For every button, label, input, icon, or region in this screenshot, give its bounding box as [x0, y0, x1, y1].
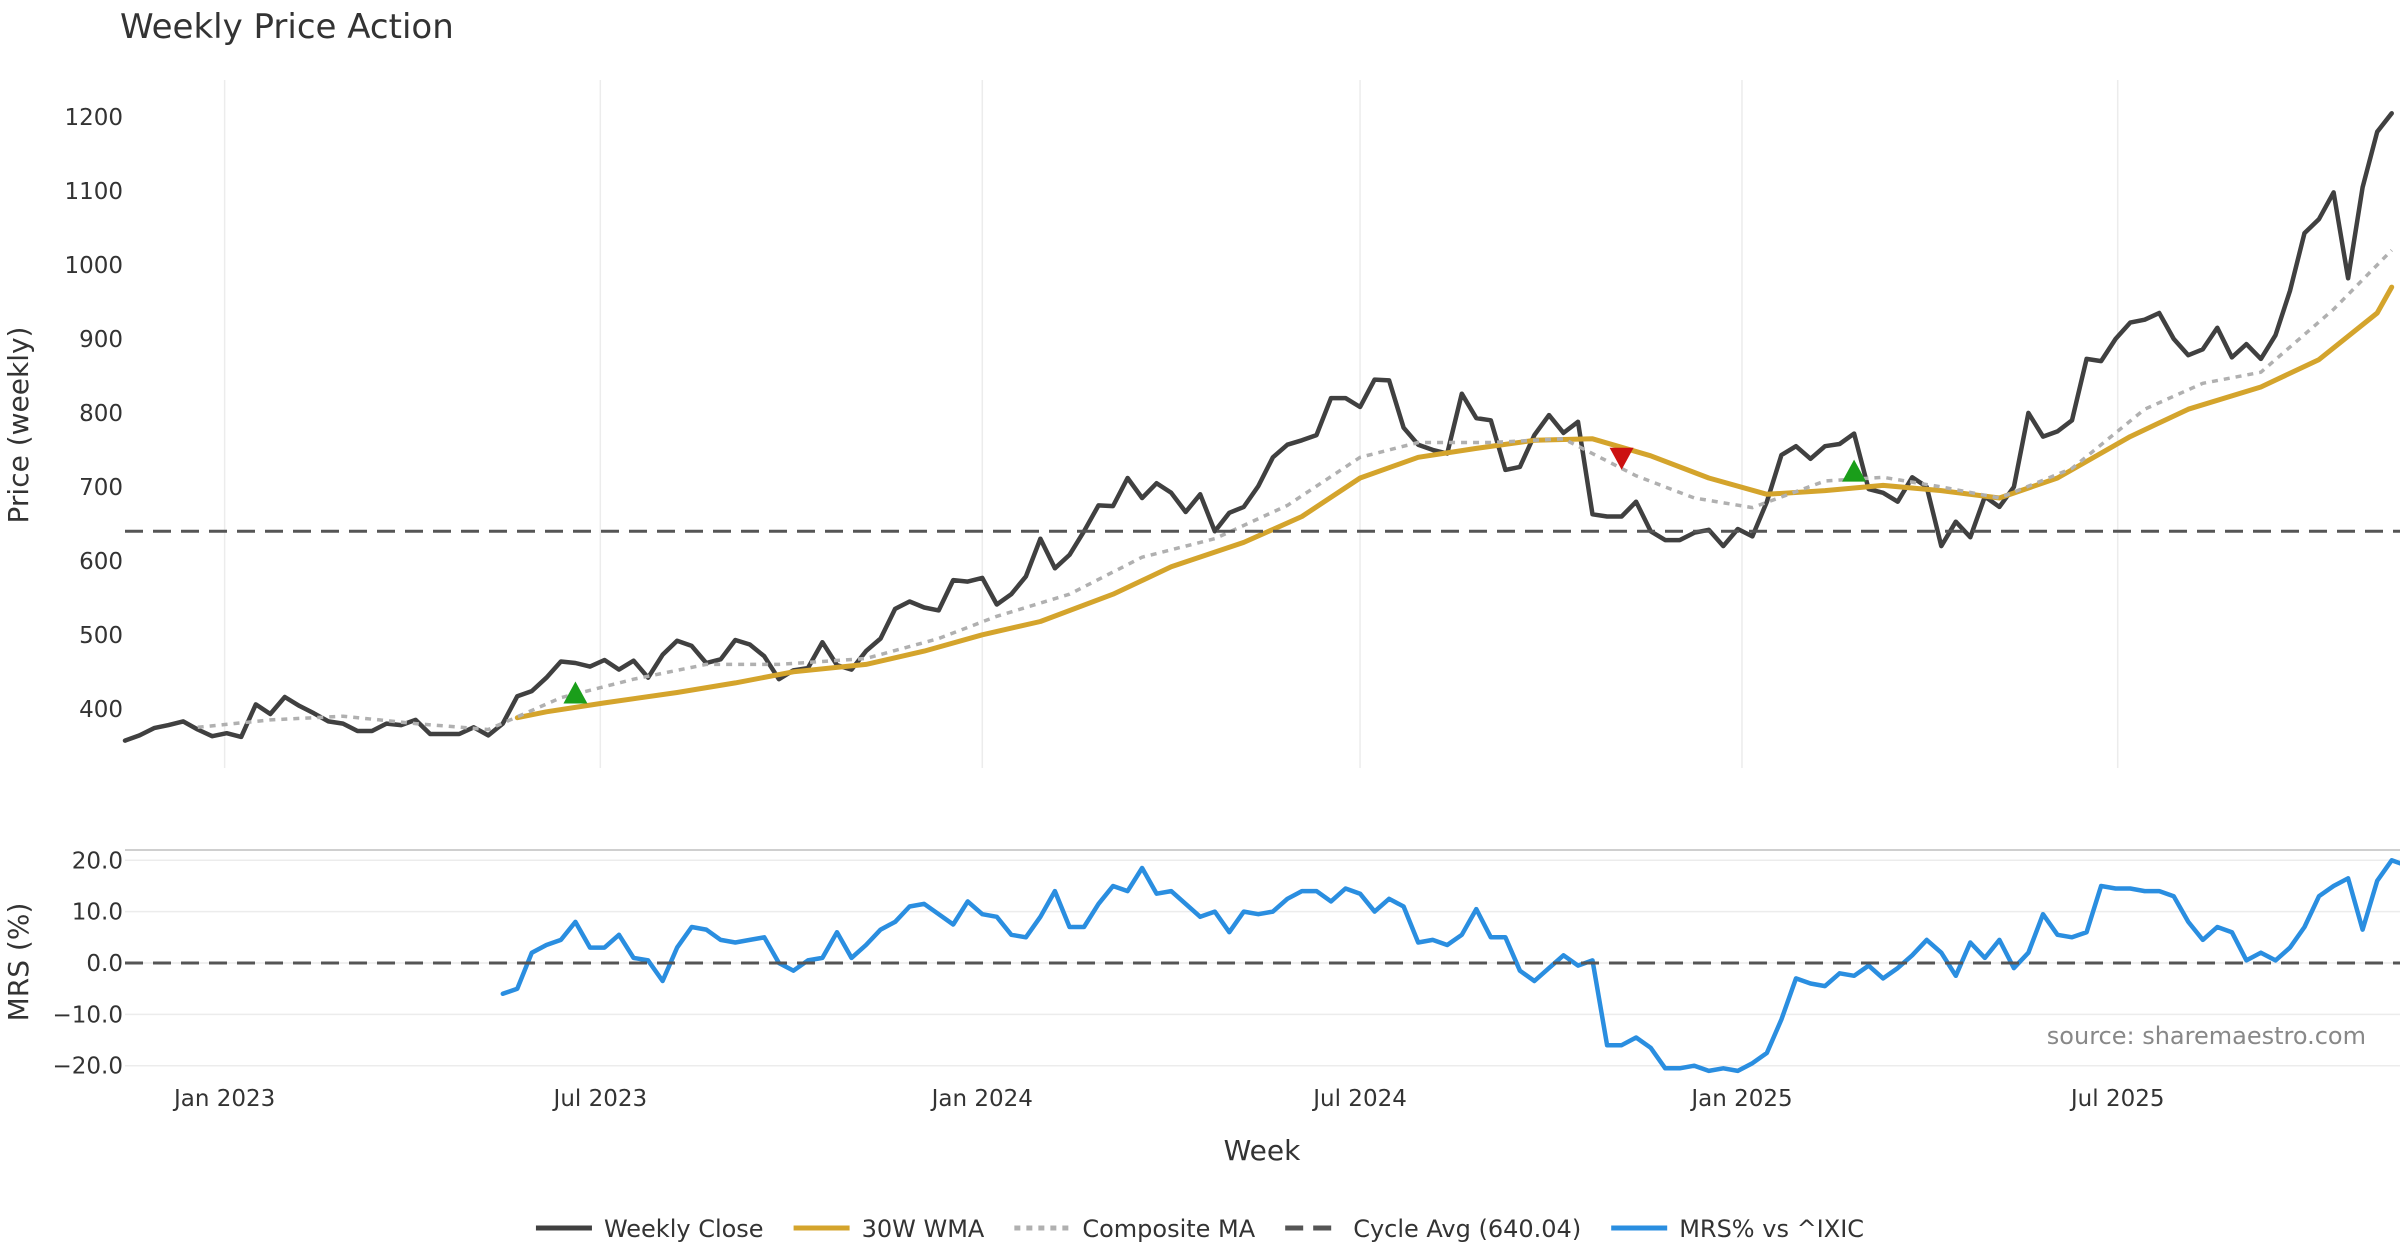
legend-label-30w-wma: 30W WMA: [862, 1215, 985, 1243]
legend-label-mrs-vs-ixic: MRS% vs ^IXIC: [1679, 1215, 1864, 1243]
x-tick-label: Jan 2025: [1689, 1086, 1792, 1112]
x-tick-label: Jul 2023: [552, 1086, 648, 1112]
chart-title: Weekly Price Action: [120, 7, 454, 47]
x-tick-label: Jan 2024: [930, 1086, 1033, 1112]
price-y-tick-label: 600: [79, 549, 123, 575]
price-y-tick-label: 1200: [64, 105, 123, 131]
legend-label-composite-ma: Composite MA: [1082, 1215, 1255, 1243]
price-y-axis-label: Price (weekly): [2, 327, 35, 524]
mrs-y-tick-label: 10.0: [72, 900, 123, 926]
x-axis-ticks: Jan 2023 Jul 2023 Jan 2024 Jul 2024 Jan 2025…: [172, 1086, 2165, 1112]
legend: Weekly Close 30W WMA Composite MA Cycle Avg…: [535, 1215, 1864, 1243]
mrs-y-tick-label: 20.0: [72, 848, 123, 874]
price-series-weekly-close: [122, 111, 2394, 743]
price-y-tick-label: 500: [79, 623, 123, 649]
legend-label-cycle-avg-640-04: Cycle Avg (640.04): [1353, 1215, 1581, 1243]
buy-signal-marker: [563, 681, 588, 704]
price-series-composite-ma: [197, 248, 2393, 732]
price-y-tick-label: 1100: [64, 179, 123, 205]
x-tick-label: Jan 2023: [172, 1086, 275, 1112]
mrs-panel: −20.0 −10.0 0.0 10.0 20.0: [53, 848, 2400, 1080]
x-axis-label: Week: [1224, 1134, 1301, 1167]
price-series-30w-wma: [514, 284, 2395, 721]
mrs-y-tick-label: −10.0: [53, 1002, 123, 1028]
price-y-tick-label: 800: [79, 401, 123, 427]
x-tick-label: Jul 2024: [1311, 1086, 1407, 1112]
buy-signal-marker: [1842, 459, 1867, 482]
price-y-tick-label: 900: [79, 327, 123, 353]
source-annotation: source: sharemaestro.com: [2047, 1022, 2366, 1050]
mrs-y-tick-label: 0.0: [86, 951, 123, 977]
legend-label-weekly-close: Weekly Close: [604, 1215, 764, 1243]
x-tick-label: Jul 2025: [2069, 1086, 2165, 1112]
mrs-y-axis-label: MRS (%): [2, 903, 35, 1022]
mrs-series-mrs-vs-ixic: [500, 858, 2400, 1074]
sell-signal-marker: [1609, 447, 1634, 470]
price-panel: 400 500 600 700 800 900 1000 1100 1200: [64, 80, 2400, 768]
price-y-tick-label: 700: [79, 475, 123, 501]
mrs-y-tick-label: −20.0: [53, 1054, 123, 1080]
price-y-tick-label: 400: [79, 697, 123, 723]
price-y-tick-label: 1000: [64, 253, 123, 279]
